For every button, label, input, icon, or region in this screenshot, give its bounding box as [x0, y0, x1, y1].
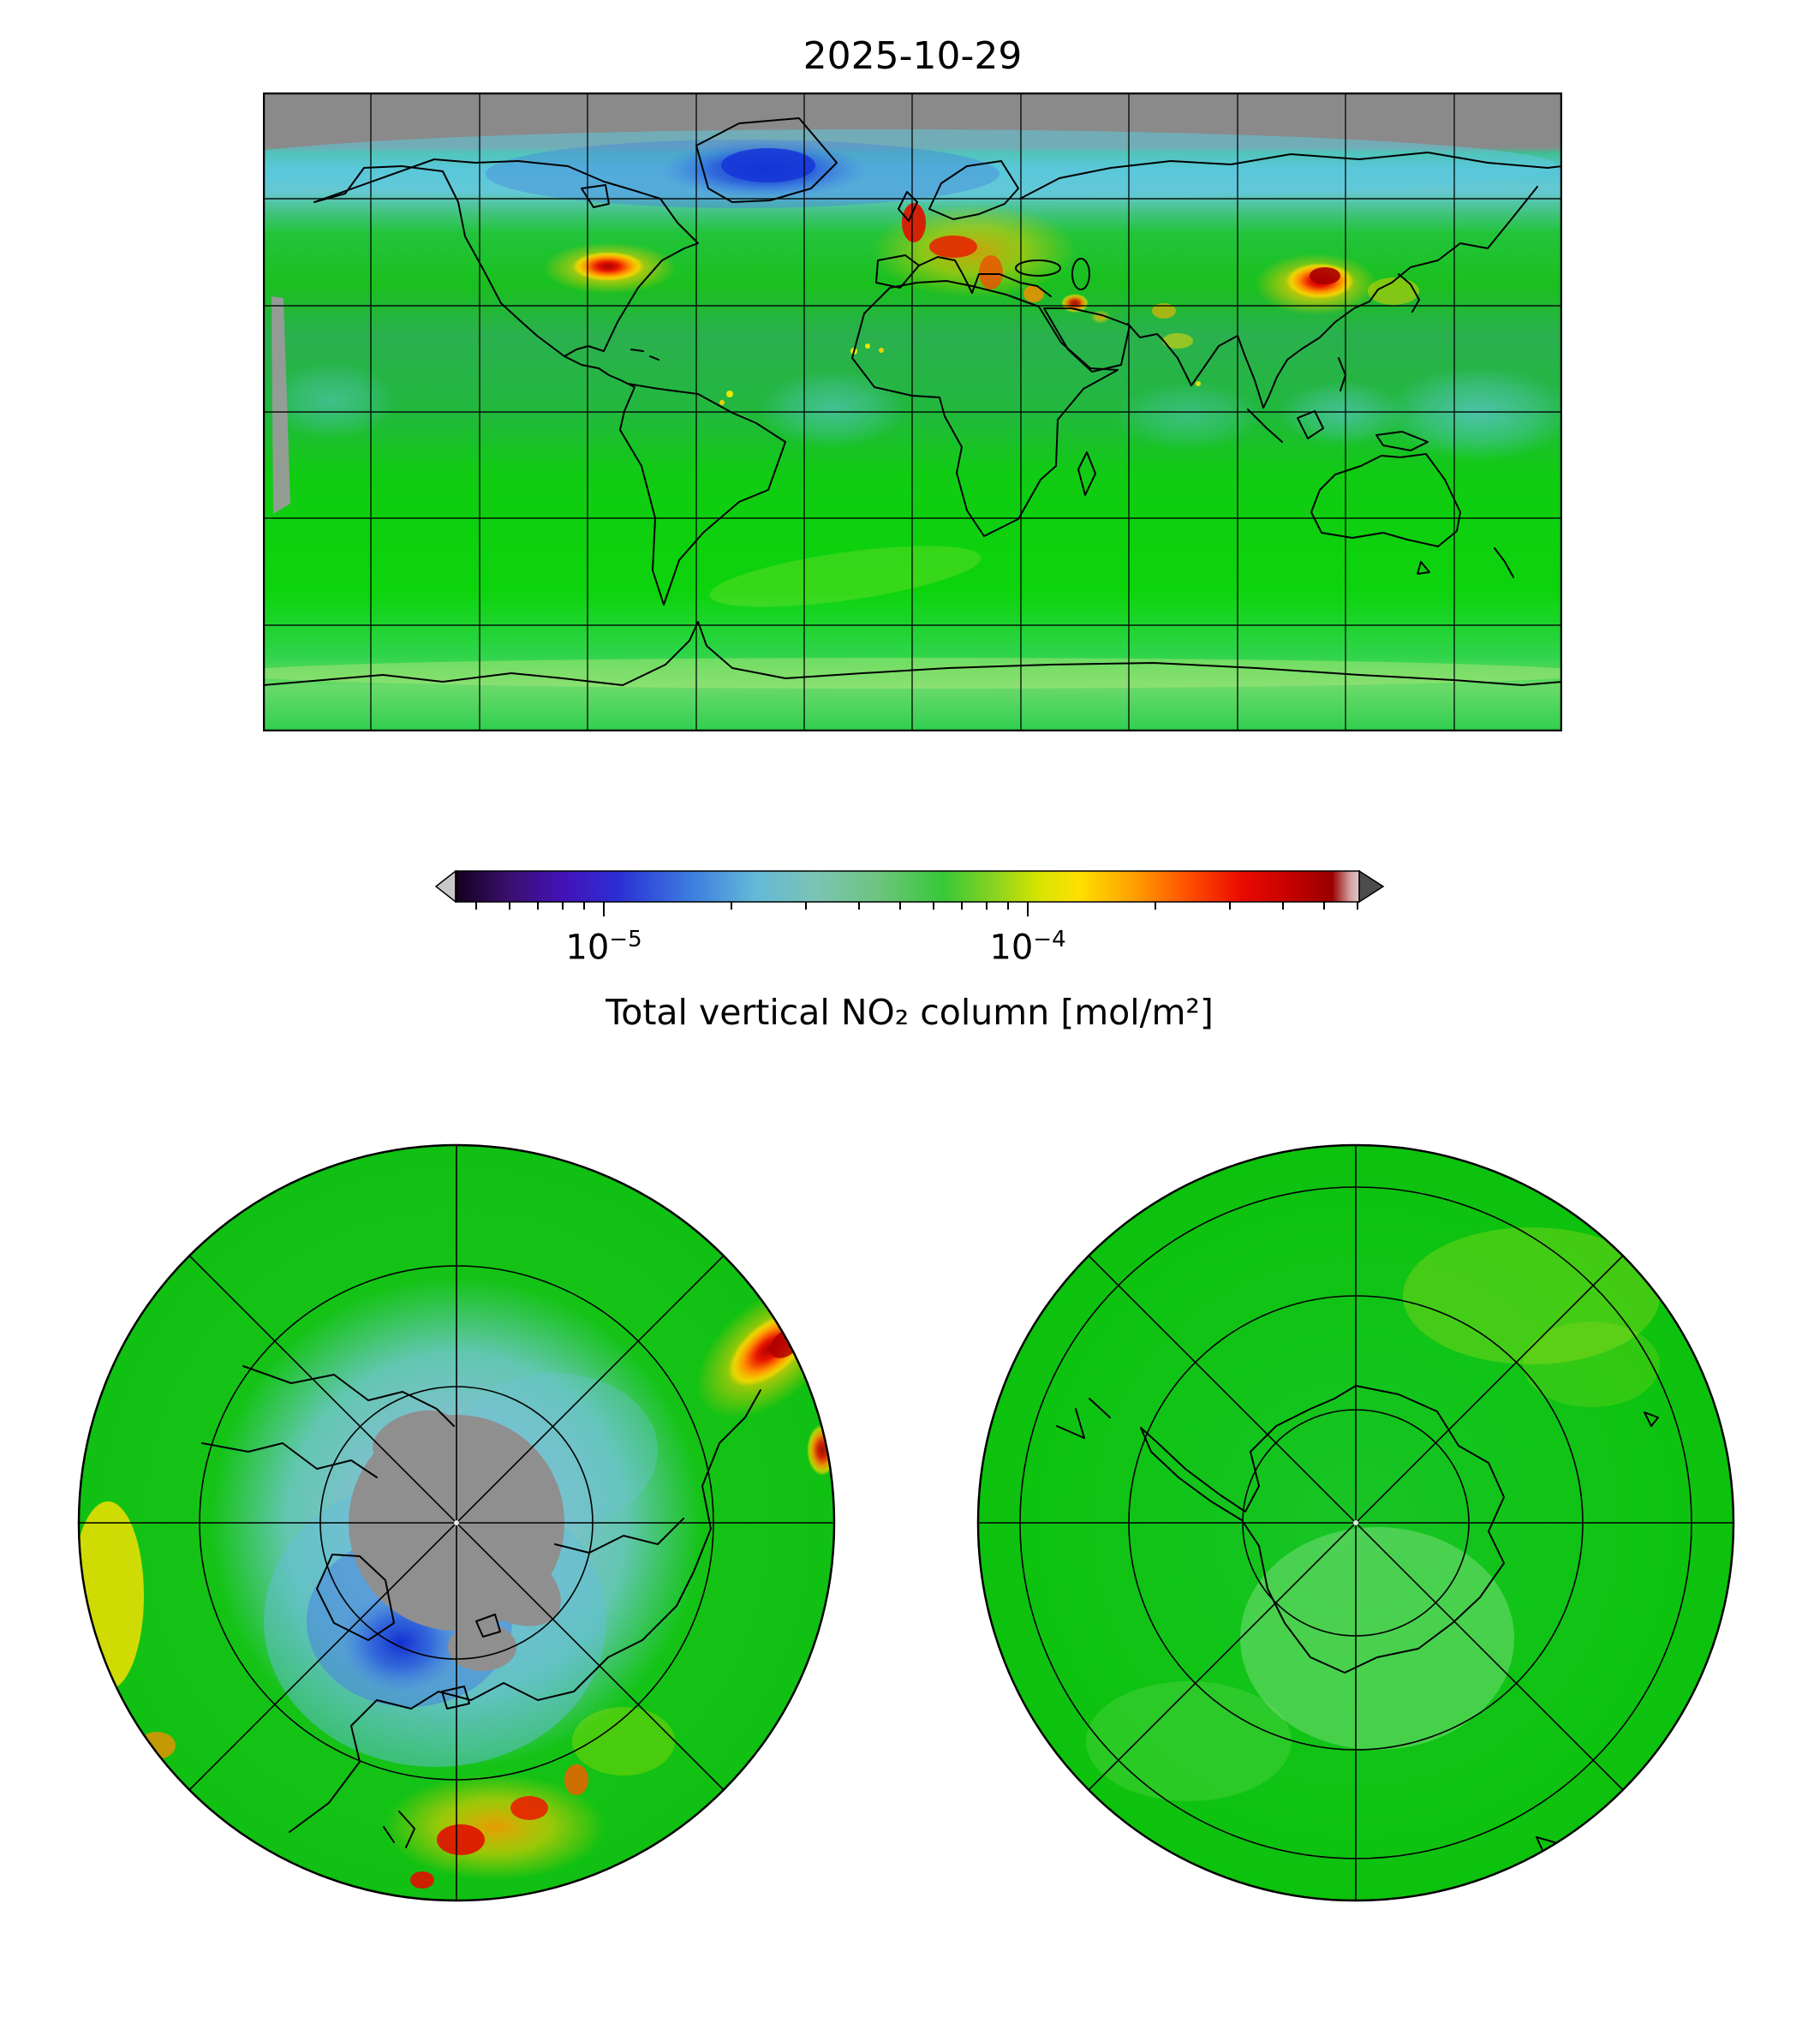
arctic-low-no2-band: [263, 129, 1556, 208]
graticule: [263, 92, 1562, 731]
arctic-map-border: [77, 1143, 836, 1902]
south-polar-map: [976, 1143, 1735, 1902]
arctic-coastlines: [201, 1365, 761, 1848]
colorbar-under-arrow: [434, 869, 456, 904]
north-polar-map: [77, 1143, 836, 1902]
tick-exponent: −4: [1033, 927, 1066, 952]
colorbar-tick-label-1e-4: 10−4: [959, 927, 1096, 967]
colorbar: [434, 869, 1385, 916]
figure-title: 2025-10-29: [803, 34, 1023, 78]
orbit-gap-sliver: [272, 296, 290, 514]
pole-point: [454, 1520, 459, 1525]
tick-exponent: −5: [609, 927, 642, 952]
colorbar-gradient-bar: [455, 870, 1360, 903]
pole-point: [1353, 1520, 1358, 1525]
colorbar-over-arrow: [1358, 869, 1385, 904]
map-frame: [263, 92, 1562, 731]
tick-base: 10: [565, 928, 610, 968]
colorbar-ticks: [475, 902, 1358, 916]
antarctic-map-border: [976, 1143, 1735, 1902]
tick-base: 10: [989, 928, 1034, 968]
antarctic-texture: [1086, 1227, 1660, 1801]
global-map: [263, 92, 1562, 731]
colorbar-label: Total vertical NO₂ column [mol/m²]: [606, 992, 1214, 1033]
tropical-cyan-patches: [267, 362, 1562, 461]
colorbar-tick-label-1e-5: 10−5: [535, 927, 672, 967]
